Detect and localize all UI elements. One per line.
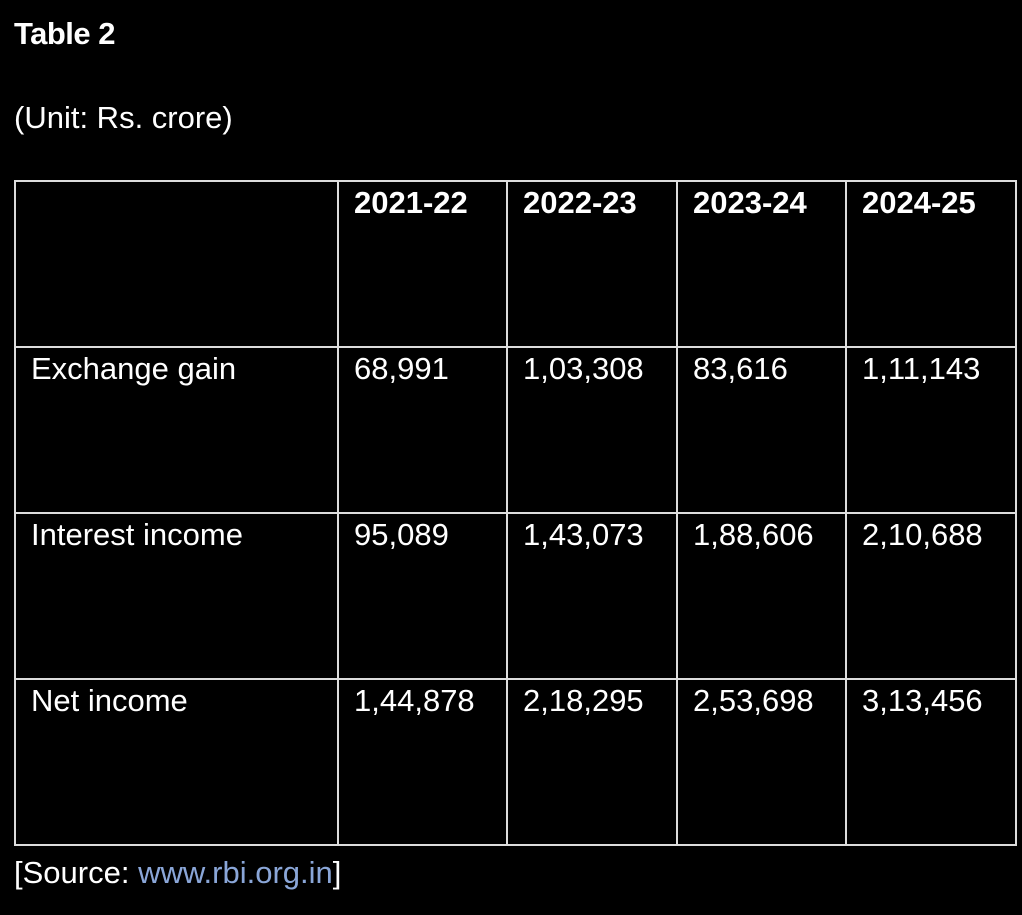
source-prefix: [Source: (14, 855, 130, 890)
header-row: 2021-22 2022-23 2023-24 2024-25 (14, 180, 1017, 348)
column-header-text: 2024-25 (862, 185, 976, 220)
row-label: Exchange gain (14, 346, 339, 514)
table-cell-text: 1,44,878 (354, 683, 475, 718)
table-cell: 1,03,308 (506, 346, 678, 514)
column-header-text: 2021-22 (354, 185, 468, 220)
table-cell-text: 2,18,295 (523, 683, 644, 718)
table-cell-text: 1,43,073 (523, 517, 644, 552)
table-cell: 1,44,878 (337, 678, 508, 846)
table-cell-text: 68,991 (354, 351, 449, 386)
row-label-text: Exchange gain (31, 351, 237, 386)
table-cell-text: 2,53,698 (693, 683, 814, 718)
table-cell-text: 2,10,688 (862, 517, 983, 552)
row-label-text: Net income (31, 683, 188, 718)
column-header: 2022-23 (506, 180, 678, 348)
table-cell: 2,10,688 (845, 512, 1017, 680)
corner-cell (14, 180, 339, 348)
table-title: Table 2 (14, 16, 116, 51)
source-link[interactable]: www.rbi.org.in (138, 855, 333, 890)
table-row: Exchange gain 68,991 1,03,308 83,616 1,11,14… (14, 346, 1017, 514)
column-header-text: 2023-24 (693, 185, 807, 220)
table-cell-text: 83,616 (693, 351, 788, 386)
table-cell: 1,11,143 (845, 346, 1017, 514)
table-cell-text: 95,089 (354, 517, 449, 552)
unit-note: (Unit: Rs. crore) (14, 100, 233, 135)
table-cell-text: 3,13,456 (862, 683, 983, 718)
table-cell: 2,53,698 (676, 678, 847, 846)
table-cell: 1,43,073 (506, 512, 678, 680)
table-cell: 3,13,456 (845, 678, 1017, 846)
table-cell-text: 1,03,308 (523, 351, 644, 386)
data-table: 2021-22 2022-23 2023-24 2024-25 Exchange gai… (14, 180, 1017, 846)
row-label-text: Interest income (31, 517, 243, 552)
table-cell: 68,991 (337, 346, 508, 514)
table-row: Net income 1,44,878 2,18,295 2,53,698 3,13,4… (14, 678, 1017, 846)
source-suffix: ] (332, 855, 342, 890)
table-row: Interest income 95,089 1,43,073 1,88,606 2,1… (14, 512, 1017, 680)
table-cell: 2,18,295 (506, 678, 678, 846)
column-header: 2023-24 (676, 180, 847, 348)
table-cell: 95,089 (337, 512, 508, 680)
column-header: 2021-22 (337, 180, 508, 348)
row-label: Interest income (14, 512, 339, 680)
column-header: 2024-25 (845, 180, 1017, 348)
row-label: Net income (14, 678, 339, 846)
source-note: [Source: www.rbi.org.in] (14, 853, 341, 893)
column-header-text: 2022-23 (523, 185, 637, 220)
table-cell-text: 1,88,606 (693, 517, 814, 552)
table-cell: 1,88,606 (676, 512, 847, 680)
table-cell: 83,616 (676, 346, 847, 514)
table-cell-text: 1,11,143 (862, 351, 981, 386)
